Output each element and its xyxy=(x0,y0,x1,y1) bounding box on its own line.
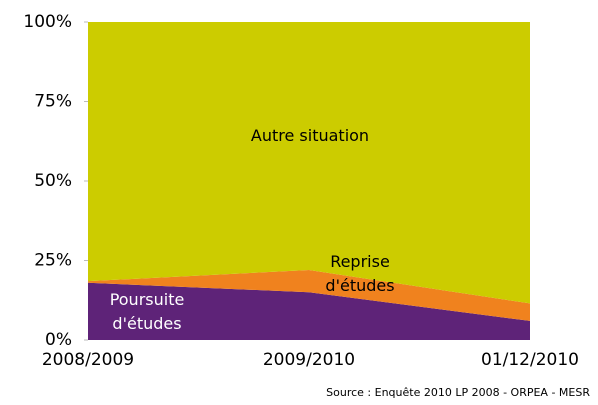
area xyxy=(88,270,530,321)
series-label: Autre situation xyxy=(250,126,370,145)
source-note: Source : Enquête 2010 LP 2008 - ORPEA - … xyxy=(326,386,590,399)
x-tick-label: 2008/2009 xyxy=(42,350,134,370)
area xyxy=(88,22,530,304)
area xyxy=(88,282,530,340)
y-tick-label: 50% xyxy=(34,171,72,191)
y-tick-label: 25% xyxy=(34,251,72,271)
x-tick-label: 2009/2010 xyxy=(263,350,355,370)
x-tick-label: 01/12/2010 xyxy=(481,350,579,370)
y-tick-label: 0% xyxy=(45,330,72,350)
series-label: Poursuite d'études xyxy=(109,290,185,333)
y-tick-label: 75% xyxy=(34,92,72,112)
series-label: Reprise d'études xyxy=(325,252,395,295)
y-tick-label: 100% xyxy=(23,12,72,32)
